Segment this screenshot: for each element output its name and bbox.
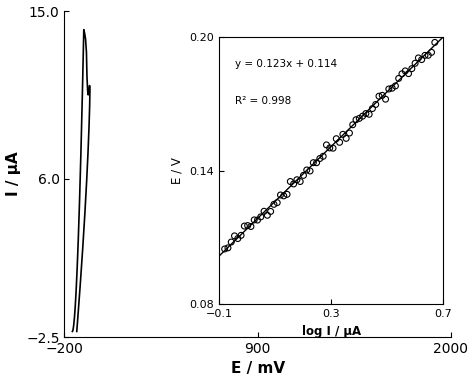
Y-axis label: I / μA: I / μA bbox=[6, 152, 20, 196]
X-axis label: E / mV: E / mV bbox=[231, 361, 285, 376]
